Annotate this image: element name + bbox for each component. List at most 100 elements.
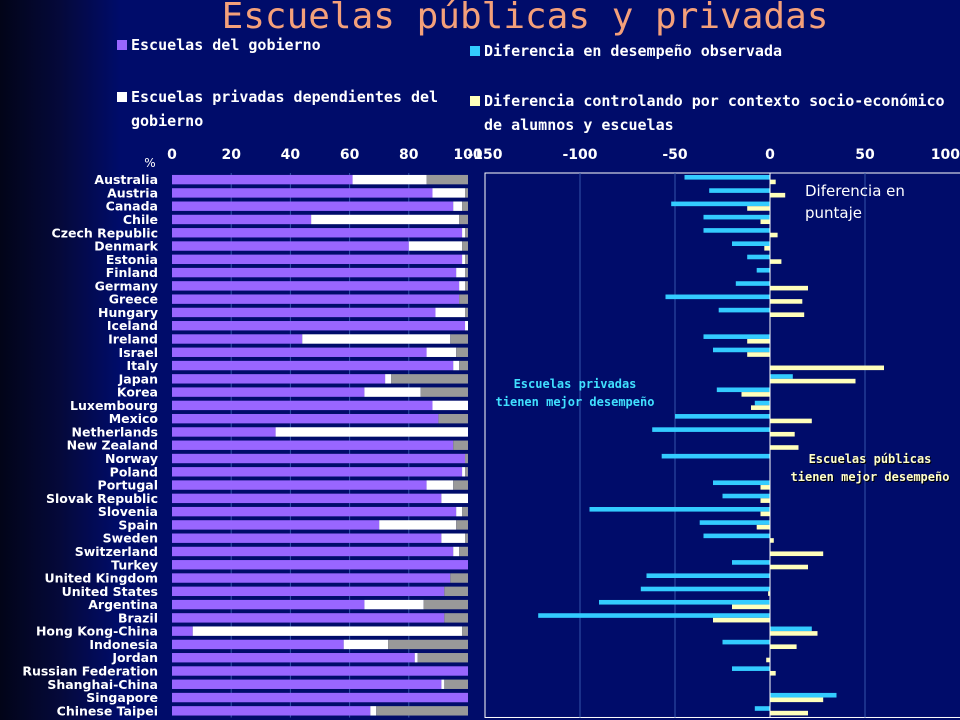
bar-private-dependent-finland xyxy=(456,267,466,278)
bar-government-argentina xyxy=(172,599,365,610)
bar-private-independent-israel xyxy=(456,347,468,357)
bar-observed-argentina xyxy=(599,599,770,605)
bar-observed-israel xyxy=(713,347,770,353)
bar-controlled-singapore xyxy=(770,697,824,703)
legend-swatch-government xyxy=(117,40,127,50)
country-label-israel: Israel xyxy=(119,345,158,360)
country-label-singapore: Singapore xyxy=(86,690,158,705)
bar-private-dependent-hungary xyxy=(435,307,466,318)
bar-private-dependent-indonesia xyxy=(343,639,389,650)
country-label-chile: Chile xyxy=(123,212,158,227)
bar-observed-spain xyxy=(699,520,770,525)
bar-private-independent-argentina xyxy=(423,599,468,610)
bar-government-shanghai-china xyxy=(172,679,442,689)
country-label-turkey: Turkey xyxy=(111,557,158,572)
bar-observed-luxembourg xyxy=(754,400,770,406)
right-x-tick-label: -50 xyxy=(662,147,688,163)
bar-private-dependent-denmark xyxy=(408,241,463,251)
bar-private-independent-japan xyxy=(391,374,468,384)
bar-controlled-turkey xyxy=(770,564,808,570)
bar-controlled-japan xyxy=(770,378,856,384)
bar-private-independent-shanghai-china xyxy=(444,679,468,689)
bar-private-independent-ireland xyxy=(450,334,468,344)
bar-government-united-states xyxy=(172,586,445,597)
bar-private-dependent-netherlands xyxy=(275,427,468,437)
bar-observed-germany xyxy=(735,281,770,286)
country-label-canada: Canada xyxy=(106,199,158,214)
bar-observed-russian-federation xyxy=(732,666,770,671)
bar-controlled-brazil xyxy=(713,617,770,623)
bar-private-independent-finland xyxy=(465,267,468,278)
bar-private-dependent-korea xyxy=(364,387,421,397)
bar-government-brazil xyxy=(172,613,445,623)
bar-controlled-slovak-republic xyxy=(760,498,770,503)
country-label-indonesia: Indonesia xyxy=(89,637,158,652)
bar-private-dependent-argentina xyxy=(364,599,424,610)
bar-government-slovenia xyxy=(172,506,457,517)
country-label-chinese-taipei: Chinese Taipei xyxy=(57,703,158,718)
bar-private-dependent-chile xyxy=(311,214,460,225)
country-label-denmark: Denmark xyxy=(94,239,158,254)
bar-private-dependent-austria xyxy=(432,188,466,198)
bar-private-dependent-switzerland xyxy=(453,546,460,557)
legend-swatch-private-dependent xyxy=(117,92,127,102)
bar-government-chile xyxy=(172,214,312,225)
bar-private-dependent-japan xyxy=(385,374,392,384)
bar-controlled-ireland xyxy=(747,338,770,344)
bar-observed-brazil xyxy=(538,613,770,618)
bar-government-japan xyxy=(172,374,386,384)
bar-government-germany xyxy=(172,281,460,291)
country-label-slovenia: Slovenia xyxy=(98,504,158,519)
country-label-ireland: Ireland xyxy=(108,332,158,347)
country-label-united-states: United States xyxy=(62,584,158,599)
bar-government-sweden xyxy=(172,533,442,543)
country-label-mexico: Mexico xyxy=(109,411,159,426)
bar-private-independent-brazil xyxy=(444,613,468,623)
bar-private-independent-switzerland xyxy=(459,546,468,557)
bar-government-united-kingdom xyxy=(172,573,451,583)
bar-private-dependent-slovenia xyxy=(456,506,463,517)
bar-government-chinese-taipei xyxy=(172,706,371,716)
right-x-tick-label: -100 xyxy=(562,147,597,163)
bar-observed-estonia xyxy=(747,254,770,260)
bar-controlled-slovenia xyxy=(760,511,770,517)
bar-private-dependent-israel xyxy=(426,347,457,357)
bar-observed-austria xyxy=(709,188,770,193)
bar-controlled-australia xyxy=(770,179,776,185)
bar-observed-chile xyxy=(703,214,770,220)
bar-controlled-switzerland xyxy=(770,551,824,557)
bar-controlled-austria xyxy=(770,192,786,198)
country-label-finland: Finland xyxy=(106,265,158,280)
bar-observed-indonesia xyxy=(722,639,770,645)
left-x-tick-label: 100 xyxy=(453,147,482,163)
bar-government-australia xyxy=(172,174,353,185)
bar-government-turkey xyxy=(172,560,468,570)
bar-observed-slovenia xyxy=(589,507,770,512)
country-label-japan: Japan xyxy=(118,371,158,386)
bar-observed-canada xyxy=(671,201,770,207)
bar-private-independent-sweden xyxy=(465,533,468,543)
bar-private-independent-spain xyxy=(456,520,468,530)
bar-controlled-hong-kong-china xyxy=(770,631,818,636)
bar-observed-korea xyxy=(716,387,770,393)
bar-controlled-greece xyxy=(770,299,803,304)
bar-government-slovak-republic xyxy=(172,493,442,504)
bar-private-dependent-portugal xyxy=(426,480,454,490)
bar-private-independent-portugal xyxy=(453,480,468,490)
bar-government-estonia xyxy=(172,254,463,265)
bar-observed-singapore xyxy=(770,692,837,698)
bar-private-dependent-australia xyxy=(352,174,427,185)
bar-observed-sweden xyxy=(703,533,770,539)
right-x-tick-label: 100 xyxy=(931,147,960,163)
bar-private-dependent-ireland xyxy=(302,334,451,344)
bar-controlled-korea xyxy=(741,392,770,397)
bar-private-independent-austria xyxy=(465,188,468,198)
bar-observed-ireland xyxy=(703,334,770,339)
country-label-austria: Austria xyxy=(107,185,158,200)
bar-private-dependent-hong-kong-china xyxy=(192,626,463,636)
country-label-greece: Greece xyxy=(109,292,158,307)
bar-private-dependent-iceland xyxy=(465,321,468,331)
country-label-jordan: Jordan xyxy=(111,650,158,665)
chart-title: Escuelas públicas y privadas xyxy=(221,0,829,37)
bar-controlled-israel xyxy=(747,352,770,357)
